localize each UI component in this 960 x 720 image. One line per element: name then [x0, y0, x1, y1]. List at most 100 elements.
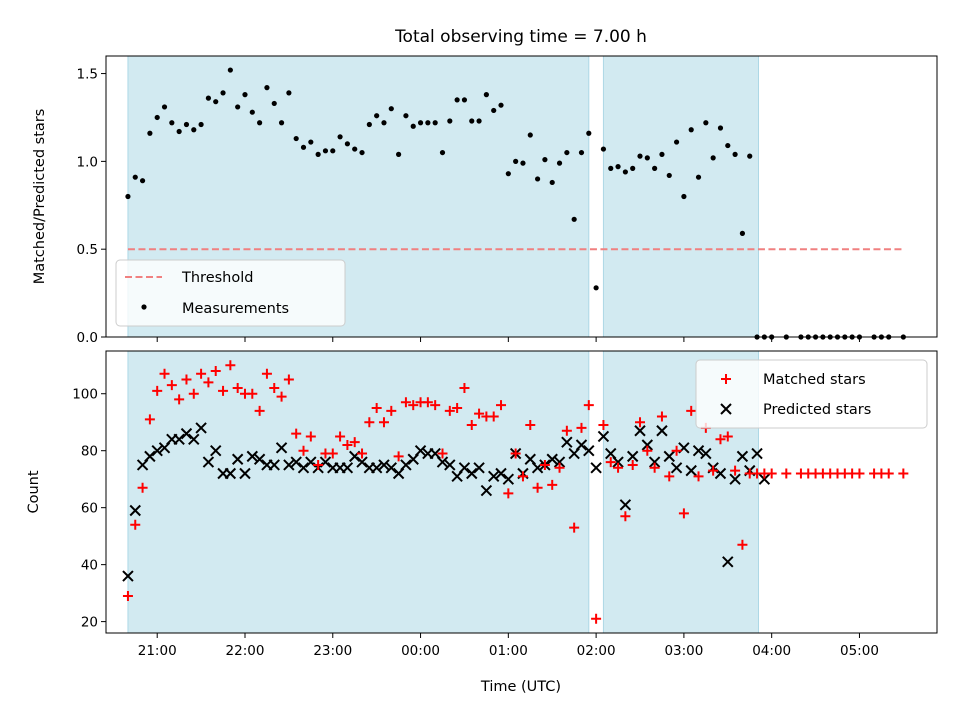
measurement-point	[161, 104, 168, 110]
ratio-panel-frame	[105, 55, 938, 338]
matched-stars-point	[613, 462, 624, 473]
predicted-stars-point	[729, 473, 741, 485]
predicted-stars-point	[466, 467, 478, 480]
measurement-point	[593, 285, 599, 291]
measurement-point	[469, 118, 475, 124]
predicted-stars-point	[122, 570, 134, 582]
matched-stars-point	[174, 394, 185, 405]
matched-stars-point	[642, 445, 653, 456]
measurement-point	[725, 142, 731, 149]
predicted-stars-point	[487, 470, 500, 483]
predicted-stars-point	[378, 459, 390, 471]
measurement-point	[183, 121, 190, 128]
matched-stars-point	[517, 471, 528, 482]
measurement-point	[417, 120, 424, 126]
predicted-stars-point	[210, 444, 222, 457]
matched-stars-point	[496, 400, 507, 411]
predicted-stars-point	[224, 467, 237, 480]
legend-box	[695, 359, 928, 429]
predicted-stars-point	[583, 444, 595, 457]
chart-title: Total observing time = 7.00 h	[394, 27, 647, 47]
measurement-point	[344, 141, 350, 147]
y-tick-label: 80	[81, 444, 98, 460]
count-panel-frame	[105, 350, 938, 634]
x-tick-label: 22:00	[226, 643, 265, 659]
ratio-panel: 0.0 0.5 1.0 1.5 Matched/Predicted stars Thr…	[32, 55, 938, 346]
matched-stars-point	[693, 471, 704, 482]
predicted-stars-point	[400, 459, 412, 471]
x-tick-label: 21:00	[138, 643, 177, 659]
ratio-y-axis-title: Matched/Predicted stars	[32, 109, 48, 285]
matched-stars-point	[781, 468, 792, 479]
measurement-point	[227, 67, 233, 73]
x-tick-label: 03:00	[664, 643, 703, 659]
predicted-stars-point	[473, 462, 485, 474]
matched-stars-point	[883, 468, 894, 479]
x-axis-title: Time (UTC)	[480, 679, 561, 695]
matched-stars-point	[144, 414, 155, 425]
x-tick-label: 05:00	[840, 643, 879, 659]
matched-stars-point	[598, 420, 609, 431]
measurement-point	[732, 151, 738, 157]
y-tick-label: 60	[81, 501, 98, 517]
matched-stars-point	[254, 405, 265, 416]
legend-measurements-label: Measurements	[182, 301, 289, 317]
predicted-stars-point	[597, 430, 610, 443]
predicted-stars-point	[626, 450, 639, 463]
predicted-stars-point	[173, 433, 185, 446]
matched-stars-point	[386, 405, 397, 416]
matched-stars-point	[291, 428, 302, 439]
y-tick-label: 40	[81, 558, 98, 574]
predicted-stars-point	[275, 442, 288, 454]
predicted-stars-point	[546, 453, 558, 465]
predicted-stars-point	[495, 467, 507, 480]
measurement-point	[359, 149, 365, 156]
matched-stars-point	[569, 522, 580, 533]
legend-matched-swatch	[721, 374, 731, 384]
predicted-stars-point	[736, 450, 749, 463]
predicted-stars-point	[619, 499, 632, 511]
matched-stars-point	[635, 417, 646, 428]
legend-predicted-swatch	[720, 403, 732, 415]
measurement-point	[505, 171, 511, 177]
matched-stars-point	[349, 437, 360, 448]
ratio-x-axis	[156, 337, 860, 342]
measurement-point	[293, 135, 299, 142]
measurement-point	[286, 90, 292, 96]
measurement-point	[615, 164, 621, 170]
measurement-point	[483, 92, 489, 98]
measurement-point	[578, 149, 585, 156]
measurement-point	[622, 169, 628, 175]
matched-stars-point	[532, 482, 543, 493]
measurement-point	[396, 151, 402, 157]
predicted-stars-point	[188, 433, 200, 446]
matched-stars-point	[364, 417, 375, 428]
predicted-stars-point	[283, 459, 295, 471]
matched-stars-point	[335, 431, 346, 442]
measurement-point	[139, 178, 146, 184]
matched-stars-point	[313, 459, 324, 470]
measurement-point	[315, 151, 321, 157]
matched-stars-point	[327, 448, 338, 459]
measurement-point	[220, 90, 226, 96]
measurement-point	[213, 99, 219, 105]
measurement-point	[432, 120, 438, 126]
y-tick-label: 1.0	[77, 154, 98, 170]
predicted-stars-point	[502, 473, 515, 485]
measurement-point	[257, 120, 263, 126]
predicted-stars-point	[480, 484, 493, 497]
measurement-point	[476, 118, 482, 124]
measurement-point	[308, 139, 314, 145]
matched-stars-point	[437, 448, 448, 459]
y-tick-label: 1.5	[77, 67, 98, 83]
matched-stars-point	[378, 417, 389, 428]
predicted-stars-point	[436, 456, 449, 468]
predicted-stars-point	[144, 450, 156, 463]
count-y-axis-title: Count	[26, 470, 42, 513]
y-tick-label: 0.5	[77, 242, 98, 258]
matched-stars-point	[430, 400, 441, 411]
matched-stars-point	[656, 411, 667, 422]
measurement-point	[147, 130, 153, 136]
matched-stars-point	[678, 508, 689, 519]
measurement-point	[300, 144, 307, 150]
